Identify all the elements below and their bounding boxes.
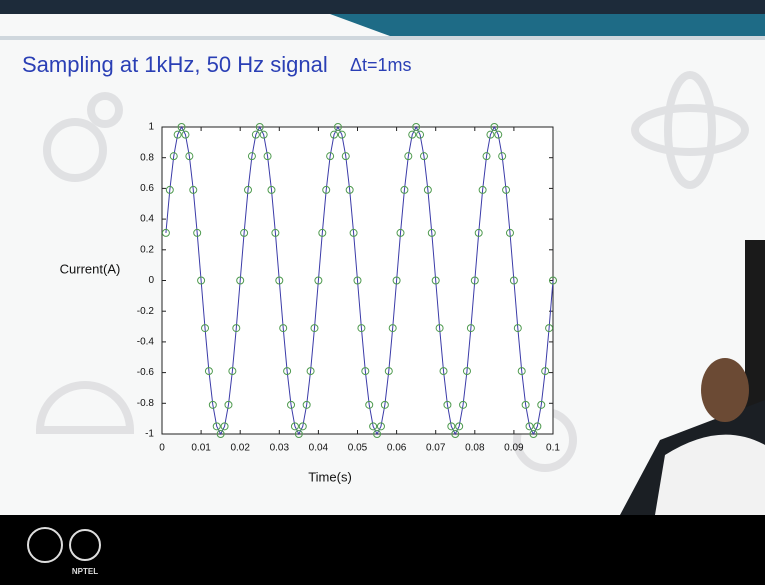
- x-tick-label: 0.07: [426, 443, 446, 454]
- x-tick-label: 0.04: [309, 443, 329, 454]
- x-tick-label: 0.1: [546, 443, 560, 454]
- x-tick-label: 0.01: [191, 443, 211, 454]
- logo-text: NPTEL: [72, 567, 98, 576]
- slide: Sampling at 1kHz, 50 Hz signal Δt=1ms -1…: [0, 0, 765, 580]
- x-tick-label: 0: [159, 443, 165, 454]
- x-axis-label: Time(s): [308, 469, 352, 484]
- x-tick-label: 0.03: [270, 443, 290, 454]
- x-tick-label: 0.08: [465, 443, 485, 454]
- y-tick-label: -0.2: [137, 306, 155, 317]
- y-tick-label: 0: [148, 275, 154, 286]
- y-tick-label: -0.8: [137, 398, 155, 409]
- top-band: [0, 0, 765, 14]
- x-tick-label: 0.05: [348, 443, 368, 454]
- slide-title: Sampling at 1kHz, 50 Hz signal: [22, 52, 328, 77]
- x-tick-label: 0.06: [387, 443, 407, 454]
- y-tick-label: 1: [148, 122, 154, 133]
- y-tick-label: -0.4: [137, 337, 155, 348]
- page: Sampling at 1kHz, 50 Hz signal Δt=1ms -1…: [0, 0, 765, 580]
- y-axis-label: Current(A): [60, 261, 121, 276]
- top-accent: [330, 14, 765, 36]
- y-tick-label: 0.8: [140, 152, 154, 163]
- y-tick-label: 0.6: [140, 183, 154, 194]
- x-tick-label: 0.02: [230, 443, 250, 454]
- y-tick-label: -0.6: [137, 367, 155, 378]
- bottom-band: [0, 515, 765, 580]
- top-line: [0, 36, 765, 40]
- y-tick-label: -1: [145, 429, 154, 440]
- slide-note: Δt=1ms: [350, 55, 412, 75]
- x-tick-label: 0.09: [504, 443, 524, 454]
- y-tick-label: 0.4: [140, 214, 154, 225]
- y-tick-label: 0.2: [140, 244, 154, 255]
